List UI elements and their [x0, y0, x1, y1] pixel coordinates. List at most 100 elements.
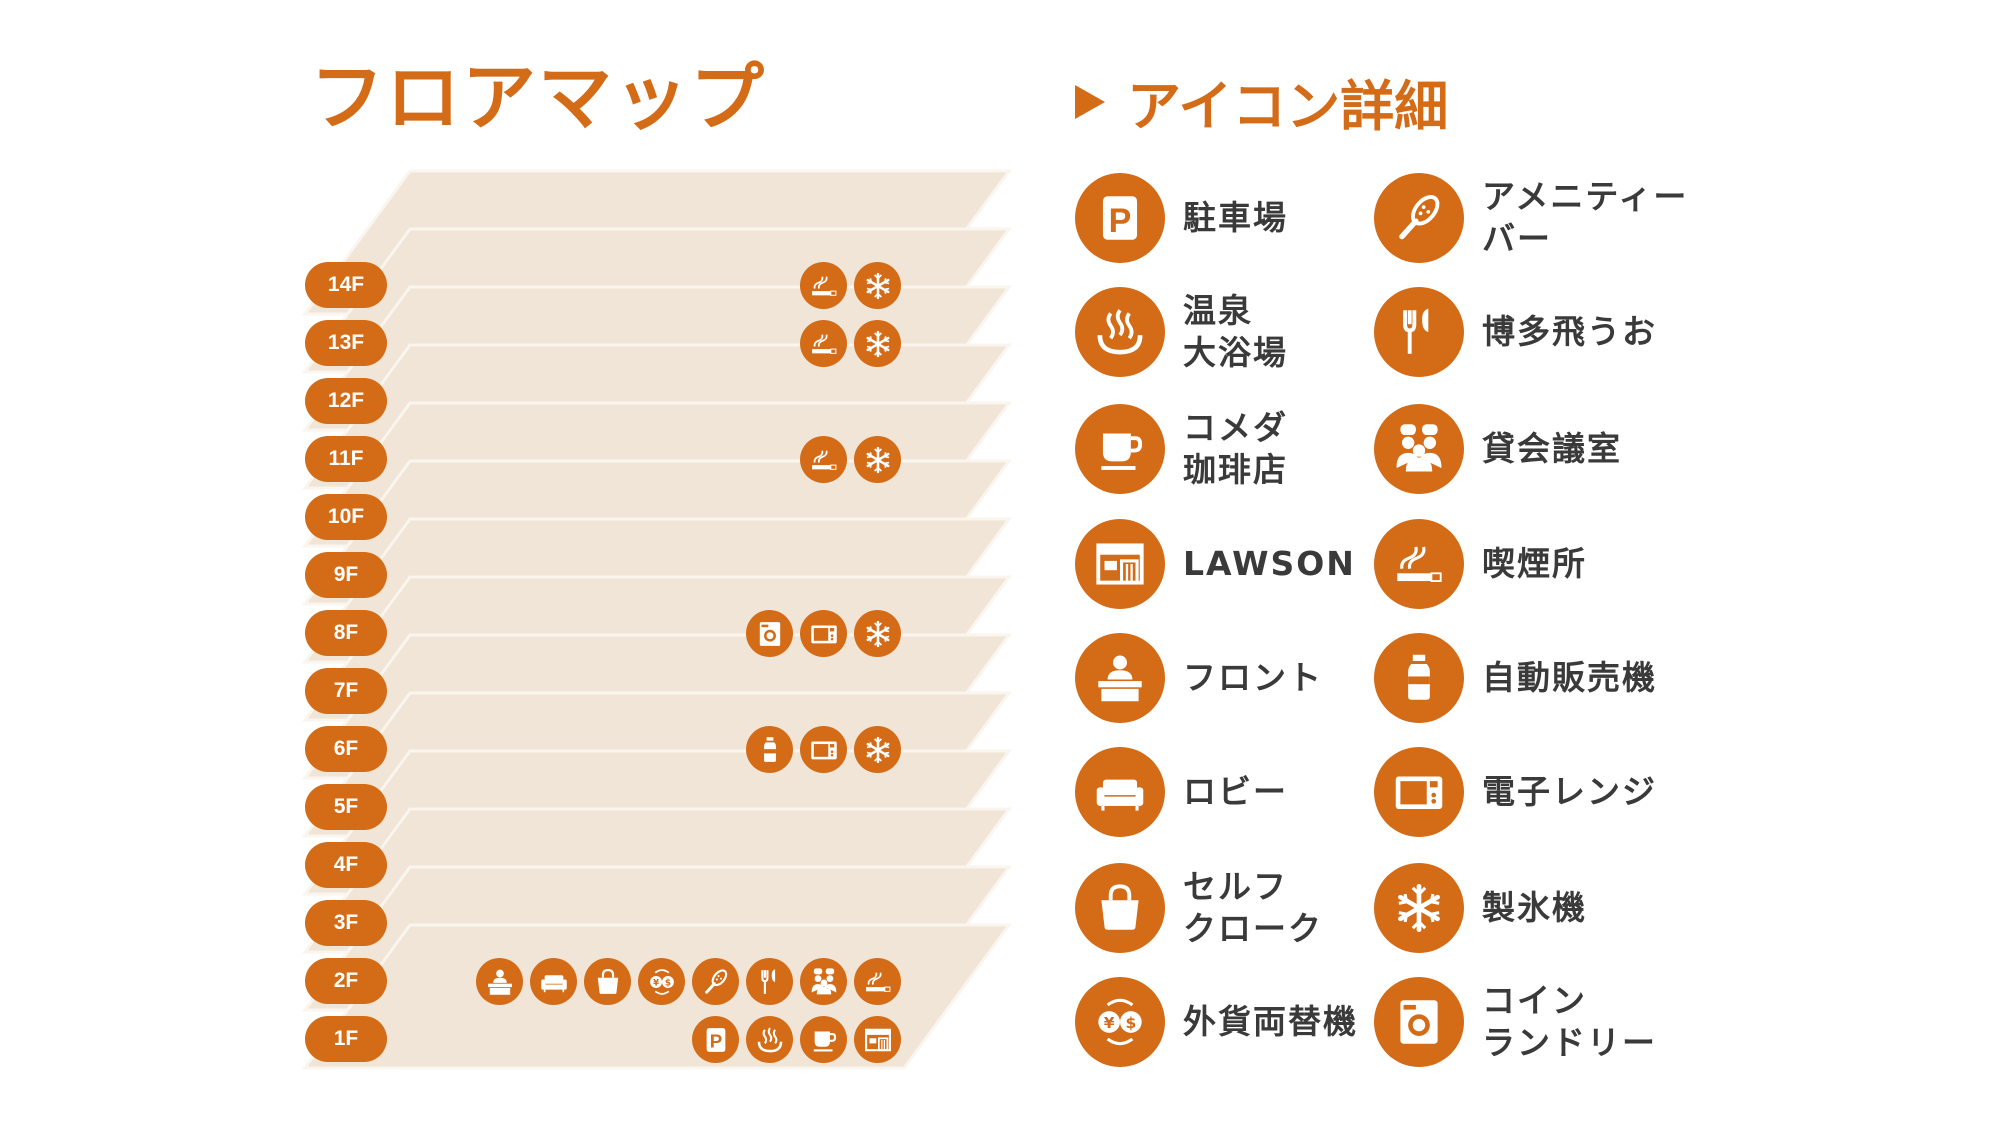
- legend-icon-badge: [1075, 519, 1165, 609]
- legend-label: 温泉 大浴場: [1183, 291, 1288, 372]
- smoking-icon: [811, 275, 836, 296]
- floor-label-14F[interactable]: 14F: [305, 262, 387, 308]
- lawson-icon: [864, 1028, 891, 1051]
- lobby-icon: [1096, 779, 1144, 811]
- svg-text:¥: ¥: [1104, 1014, 1115, 1032]
- floor-label-12F[interactable]: 12F: [305, 378, 387, 424]
- floor-label-1F[interactable]: 1F: [305, 1016, 387, 1062]
- floor-facility-lawson: [854, 1016, 901, 1063]
- smoking-icon: [811, 333, 836, 354]
- floor-facility-vending: [746, 726, 793, 773]
- legend-icon-badge: [1374, 404, 1464, 494]
- legend-icon-badge: [1075, 863, 1165, 953]
- floor-label-6F[interactable]: 6F: [305, 726, 387, 772]
- legend-icon-badge: [1075, 747, 1165, 837]
- amenity-icon: [704, 968, 727, 994]
- legend-icon-badge: [1374, 519, 1464, 609]
- ice-icon: [866, 330, 889, 357]
- exchange-icon: ¥ $: [1098, 998, 1142, 1046]
- legend-item-meeting: 貸会議室: [1374, 404, 1622, 494]
- legend-label: 製氷機: [1482, 888, 1587, 927]
- floor-facility-microwave: [800, 726, 847, 773]
- legend-item-cafe: コメダ 珈琲店: [1075, 404, 1288, 494]
- svg-text:P: P: [709, 1030, 721, 1051]
- legend-icon-badge: [1075, 404, 1165, 494]
- legend-item-microwave: 電子レンジ: [1374, 747, 1657, 837]
- floor-label-2F[interactable]: 2F: [305, 958, 387, 1004]
- legend-label: セルフ クローク: [1183, 867, 1323, 948]
- floor-facility-smoking: [800, 320, 847, 367]
- vending-icon: [1408, 654, 1430, 700]
- legend-icon-badge: [1374, 173, 1464, 263]
- legend-icon-badge: ¥ $: [1075, 977, 1165, 1067]
- ice-icon: [866, 272, 889, 299]
- floor-label-11F[interactable]: 11F: [305, 436, 387, 482]
- microwave-icon: [1395, 776, 1443, 810]
- legend-label: 駐車場: [1183, 198, 1288, 237]
- legend-item-exchange: ¥ $ 外貨両替機: [1075, 977, 1358, 1067]
- legend-label: 貸会議室: [1482, 429, 1622, 468]
- legend-icon-badge: P: [1075, 173, 1165, 263]
- floor-label-13F[interactable]: 13F: [305, 320, 387, 366]
- ice-icon: [1398, 883, 1440, 933]
- svg-text:P: P: [1109, 202, 1132, 240]
- floor-label-9F[interactable]: 9F: [305, 552, 387, 598]
- legend-label: フロント: [1183, 658, 1323, 697]
- cafe-icon: [1101, 433, 1143, 470]
- legend-label: アメニティー バー: [1482, 177, 1689, 258]
- legend-icon-badge: [1374, 633, 1464, 723]
- floor-label-10F[interactable]: 10F: [305, 494, 387, 540]
- legend-label: ロビー: [1183, 772, 1288, 811]
- floor-facility-ice: [854, 320, 901, 367]
- meeting-icon: [1396, 424, 1442, 472]
- legend-icon-badge: [1374, 287, 1464, 377]
- legend-icon-badge: [1374, 863, 1464, 953]
- page-title: フロアマップ: [310, 55, 766, 141]
- floor-facility-lobby: [530, 958, 577, 1005]
- legend-item-cloak: セルフ クローク: [1075, 863, 1323, 953]
- lawson-icon: [1096, 543, 1144, 585]
- legend-heading-text: アイコン詳細: [1127, 75, 1449, 138]
- legend-item-smoking: 喫煙所: [1374, 519, 1587, 609]
- floor-label-5F[interactable]: 5F: [305, 784, 387, 830]
- legend-item-front: フロント: [1075, 633, 1323, 723]
- microwave-icon: [810, 741, 837, 759]
- parking-icon: P: [706, 1027, 725, 1052]
- ice-icon: [866, 736, 889, 763]
- svg-text:$: $: [1125, 1014, 1136, 1032]
- triangle-icon: [1075, 84, 1105, 119]
- legend-label: コイン ランドリー: [1482, 981, 1657, 1062]
- restaurant-icon: [760, 968, 775, 994]
- smoking-icon: [1397, 546, 1442, 582]
- floor-label-3F[interactable]: 3F: [305, 900, 387, 946]
- cloak-icon: [1101, 884, 1139, 930]
- legend-icon-badge: [1374, 747, 1464, 837]
- floor-facility-cafe: [800, 1016, 847, 1063]
- floor-facility-ice: [854, 436, 901, 483]
- legend-label: 電子レンジ: [1482, 772, 1657, 811]
- floor-facility-cloak: [584, 958, 631, 1005]
- front-icon: [1098, 655, 1142, 702]
- legend-label: コメダ 珈琲店: [1183, 408, 1288, 489]
- onsen-icon: [1097, 309, 1143, 355]
- floor-facility-smoking: [800, 262, 847, 309]
- laundry-icon: [1400, 1000, 1438, 1044]
- floor-facility-ice: [854, 262, 901, 309]
- legend-item-amenity: アメニティー バー: [1374, 173, 1688, 263]
- legend-item-parking: P 駐車場: [1075, 173, 1288, 263]
- legend-label: 博多飛うお: [1482, 312, 1657, 351]
- floor-label-8F[interactable]: 8F: [305, 610, 387, 656]
- floor-facility-amenity: [692, 958, 739, 1005]
- legend-label: 外貨両替機: [1183, 1002, 1358, 1041]
- exchange-icon: ¥ $: [649, 968, 674, 995]
- smoking-icon: [811, 449, 836, 470]
- ice-icon: [866, 446, 889, 473]
- floor-label-4F[interactable]: 4F: [305, 842, 387, 888]
- floor-facility-onsen: [746, 1016, 793, 1063]
- cafe-icon: [813, 1031, 836, 1051]
- legend-label: 喫煙所: [1482, 544, 1587, 583]
- floor-label-7F[interactable]: 7F: [305, 668, 387, 714]
- amenity-icon: [1399, 195, 1440, 240]
- microwave-icon: [810, 625, 837, 643]
